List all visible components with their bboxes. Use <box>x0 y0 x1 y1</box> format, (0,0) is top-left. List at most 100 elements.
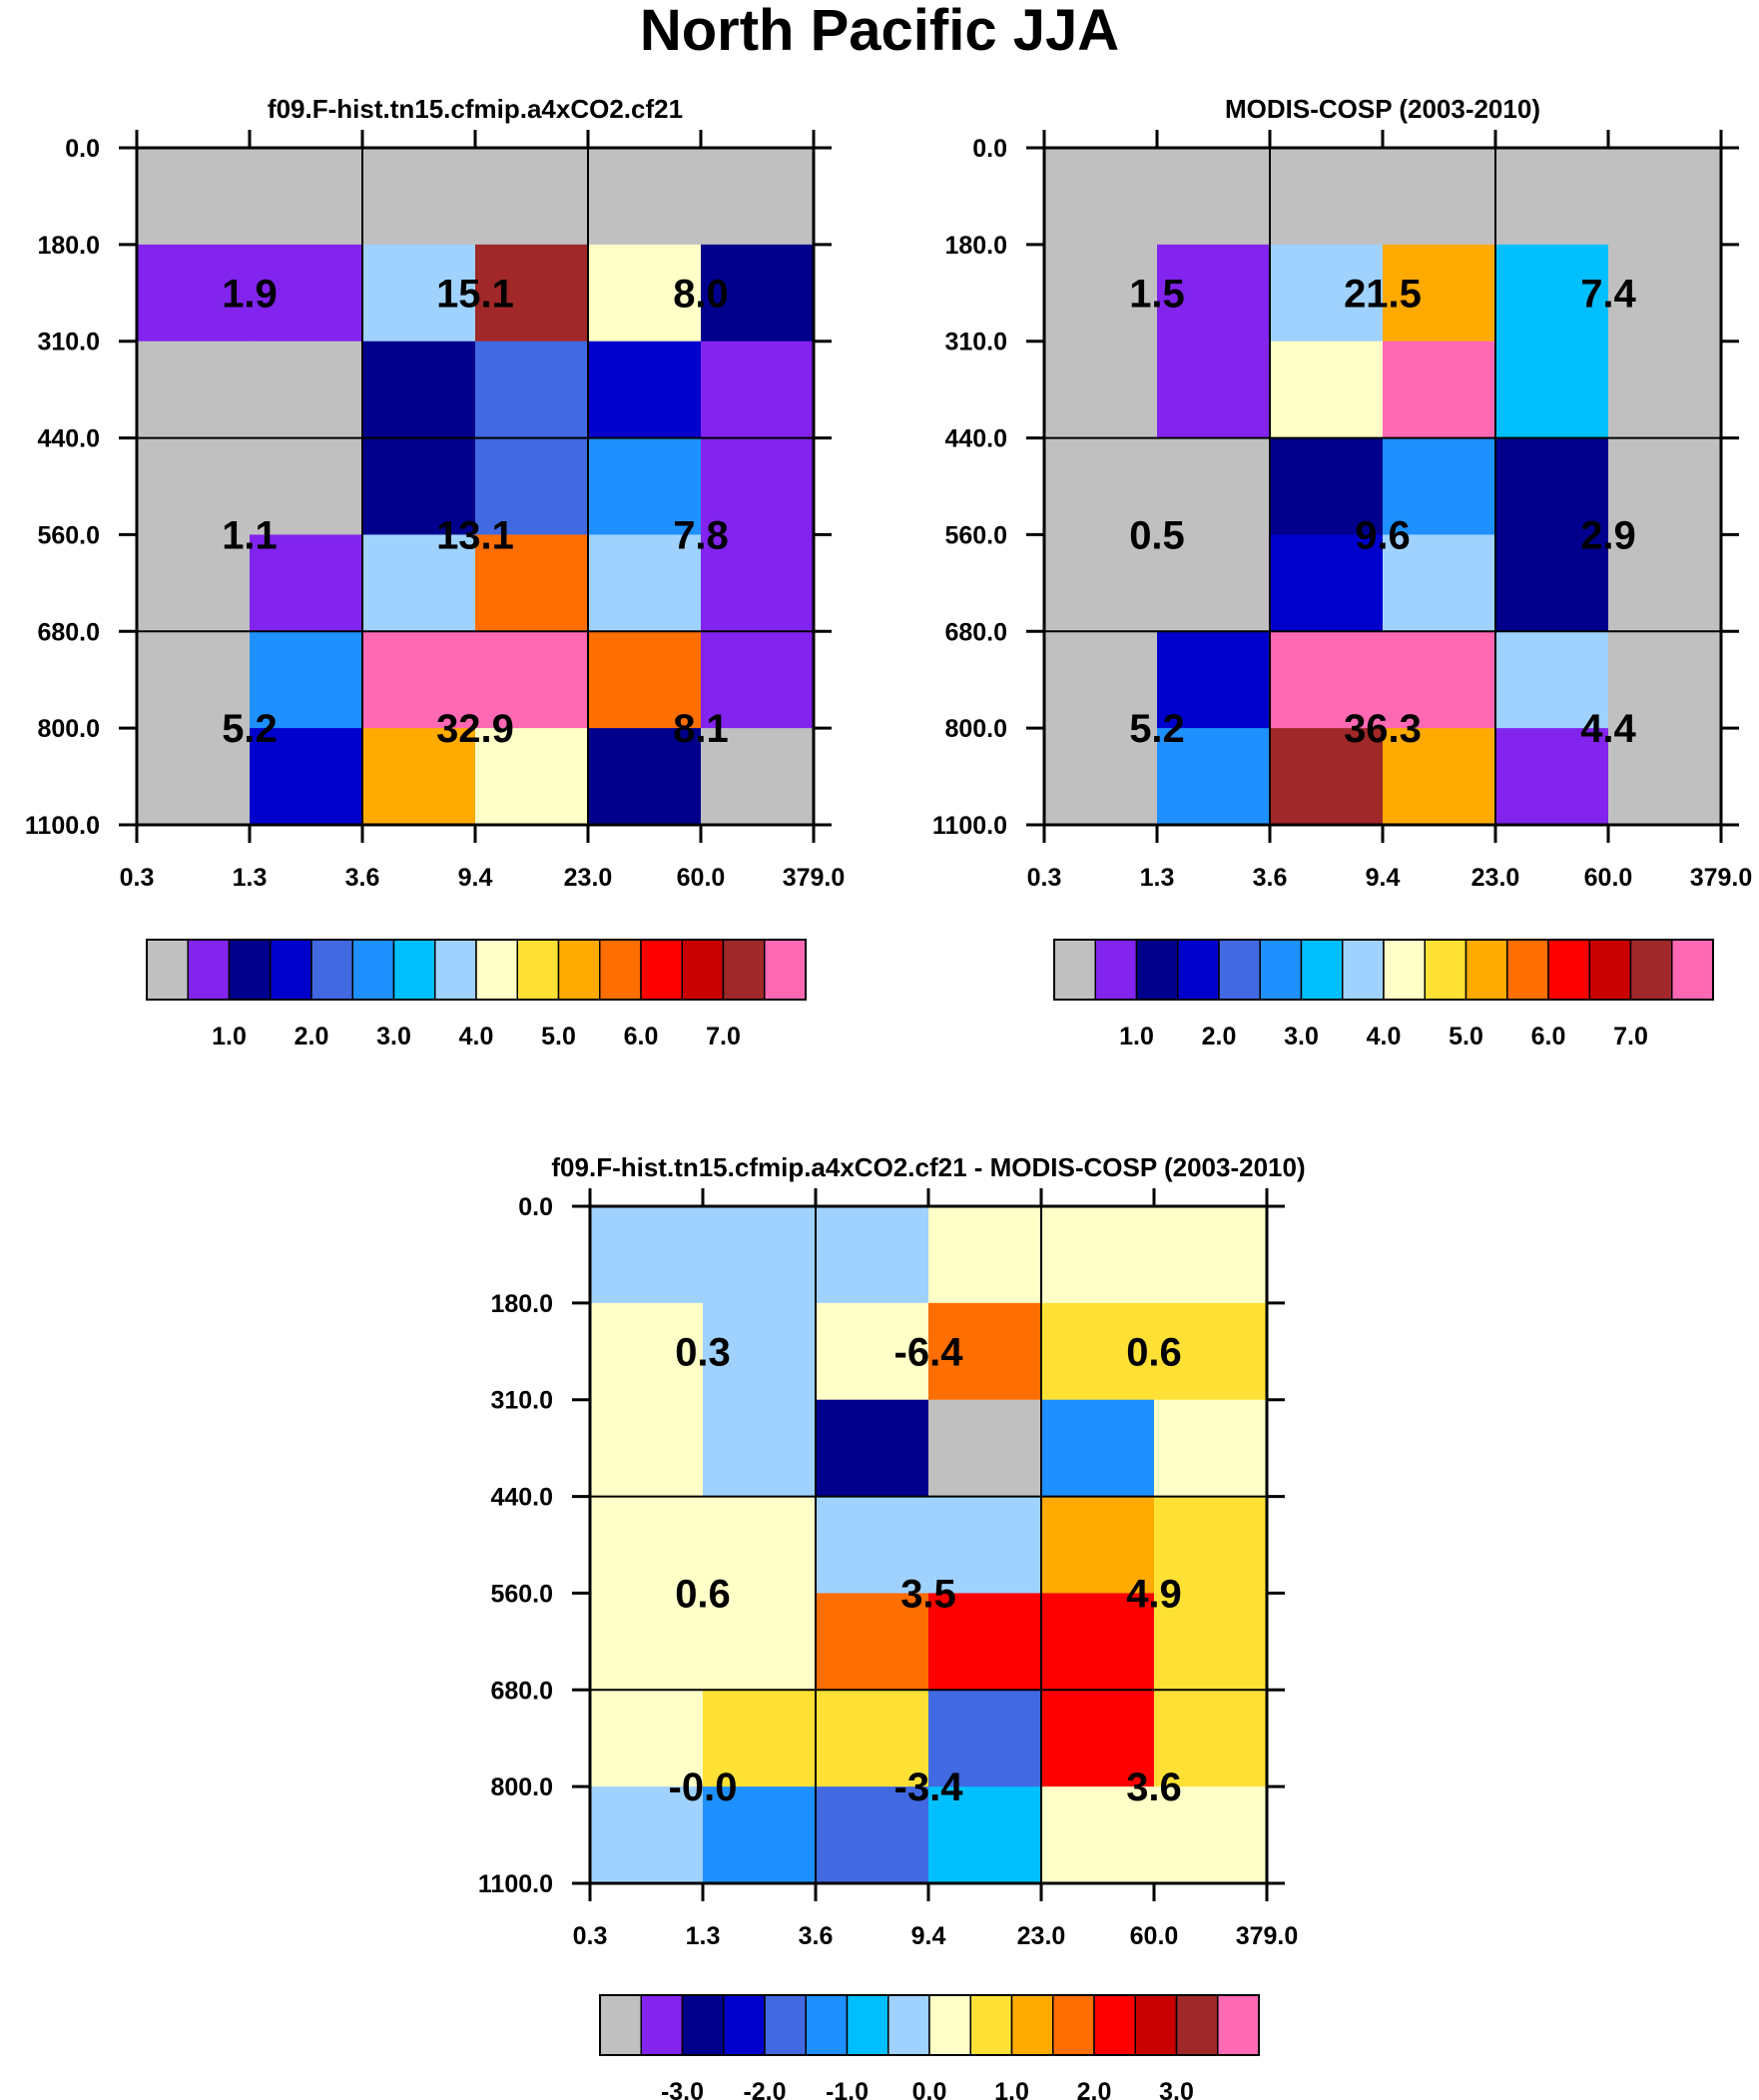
heatmap-cell <box>1157 437 1271 535</box>
colorbar-swatch <box>1218 939 1261 1001</box>
colorbar-swatch <box>516 939 560 1001</box>
colorbar-swatch <box>1629 939 1673 1001</box>
x-tick-label: 9.4 <box>1366 864 1401 892</box>
colorbar-swatch <box>187 939 231 1001</box>
cell-value-label: 2.9 <box>1580 513 1636 557</box>
heatmap-cell <box>1041 1593 1155 1691</box>
heatmap-cell <box>816 1302 929 1401</box>
heatmap-cell <box>137 728 251 826</box>
heatmap-cell <box>137 244 251 343</box>
heatmap-cell <box>701 437 815 535</box>
colorbar-swatch <box>681 939 725 1001</box>
heatmap-cell <box>1383 534 1496 632</box>
colorbar-swatch <box>1342 939 1385 1001</box>
cell-value-label: 5.2 <box>222 707 278 751</box>
colorbar-swatch <box>928 1994 971 2056</box>
cell-value-label: 21.5 <box>1344 272 1422 316</box>
heatmap-cell <box>1270 244 1384 343</box>
heatmap-cell <box>1041 1496 1155 1594</box>
colorbar-swatch <box>764 939 807 1001</box>
y-tick-label: 560.0 <box>37 521 100 549</box>
colorbar-swatch <box>722 939 766 1001</box>
colorbar-swatch <box>1588 939 1632 1001</box>
cell-value-label: 0.5 <box>1129 513 1185 557</box>
colorbar-swatch <box>146 939 189 1001</box>
heatmap-cell <box>1270 631 1384 729</box>
colorbar-swatch <box>310 939 353 1001</box>
heatmap-cell <box>1383 148 1496 246</box>
y-tick-label: 1100.0 <box>932 812 1007 840</box>
heatmap-cell <box>1044 728 1158 826</box>
heatmap-cell <box>1154 1496 1268 1594</box>
x-tick-label: 3.6 <box>799 1922 834 1950</box>
cell-value-label: 3.6 <box>1126 1765 1182 1809</box>
colorbar-swatch <box>351 939 395 1001</box>
colorbar-label: 5.0 <box>1449 1023 1483 1050</box>
y-tick-label: 0.0 <box>518 1193 553 1221</box>
colorbar-label: 3.0 <box>1159 2078 1194 2100</box>
heatmap-cell <box>588 631 702 729</box>
x-tick-label: 379.0 <box>783 864 846 892</box>
cell-value-label: 9.6 <box>1355 513 1411 557</box>
x-tick-label: 23.0 <box>564 864 613 892</box>
heatmap-cell <box>250 437 363 535</box>
colorbar-swatch <box>1671 939 1714 1001</box>
heatmap-cell <box>590 1690 704 1787</box>
heatmap-cell <box>816 1786 929 1884</box>
colorbar-swatch <box>1134 1994 1178 2056</box>
cell-value-label: 4.4 <box>1580 707 1636 751</box>
colorbar-swatch <box>1300 939 1344 1001</box>
heatmap-cell <box>1157 341 1271 439</box>
y-tick-label: 310.0 <box>944 329 1007 356</box>
cell-value-label: 8.1 <box>673 707 729 751</box>
heatmap-cell <box>588 244 702 343</box>
heatmap-cell <box>703 1302 817 1401</box>
heatmap-cell <box>137 148 251 246</box>
colorbar-label: 6.0 <box>1531 1023 1566 1050</box>
colorbar-swatch <box>1465 939 1508 1001</box>
heatmap-cell <box>1383 244 1496 343</box>
colorbar-label: -2.0 <box>743 2078 786 2100</box>
y-tick-label: 440.0 <box>490 1484 553 1512</box>
panel-1: f09.F-hist.tn15.cfmip.a4xCO2.cf21 0.0 180.… <box>25 94 845 1050</box>
y-tick-label: 800.0 <box>944 715 1007 743</box>
panel-2: MODIS-COSP (2003-2010) 0.0 180.0 310.0 440.0… <box>932 94 1752 1050</box>
colorbar-label: 4.0 <box>459 1023 494 1050</box>
colorbar-swatch <box>887 1994 930 2056</box>
heatmap-cell <box>1383 728 1496 826</box>
colorbar: -3.0 -2.0 -1.0 0.0 1.0 2.0 3.0 <box>599 1994 1260 2100</box>
cell-value-label: 1.9 <box>222 272 278 316</box>
heatmap-cell <box>362 148 476 246</box>
colorbar-swatch <box>557 939 601 1001</box>
colorbar-label: 7.0 <box>706 1023 741 1050</box>
colorbar: 1.0 2.0 3.0 4.0 5.0 6.0 7.0 <box>146 939 807 1050</box>
y-tick-label: 560.0 <box>490 1580 553 1608</box>
x-tick-label: 0.3 <box>573 1922 608 1950</box>
colorbar-swatch <box>599 1994 642 2056</box>
heatmap-cell <box>701 244 815 343</box>
x-tick-label: 3.6 <box>1253 864 1288 892</box>
heatmap-cell <box>590 1786 704 1884</box>
colorbar-frame <box>1053 939 1714 1001</box>
heatmap-cell <box>588 341 702 439</box>
cell-value-label: 0.6 <box>675 1572 731 1616</box>
heatmap-cell <box>1270 728 1384 826</box>
colorbar-swatch <box>640 1994 684 2056</box>
colorbar-label: -1.0 <box>826 2078 869 2100</box>
heatmap-cell <box>928 1690 1042 1787</box>
heatmap-cell <box>701 728 815 826</box>
heatmap-cell <box>1495 341 1609 439</box>
cell-value-label: 1.5 <box>1129 272 1185 316</box>
y-tick-label: 180.0 <box>490 1290 553 1318</box>
colorbar-label: 1.0 <box>212 1023 247 1050</box>
colorbar-swatch <box>270 939 312 1001</box>
y-tick-label: 180.0 <box>37 232 100 260</box>
heatmap-cell <box>1044 437 1158 535</box>
colorbar-swatch <box>1094 939 1138 1001</box>
heatmap-cell <box>475 437 589 535</box>
colorbar-swatch <box>1177 939 1220 1001</box>
heatmap-cell <box>1495 244 1609 343</box>
heatmap-cell <box>250 148 363 246</box>
heatmap-cell <box>1270 148 1384 246</box>
colorbar-swatch <box>681 1994 725 2056</box>
